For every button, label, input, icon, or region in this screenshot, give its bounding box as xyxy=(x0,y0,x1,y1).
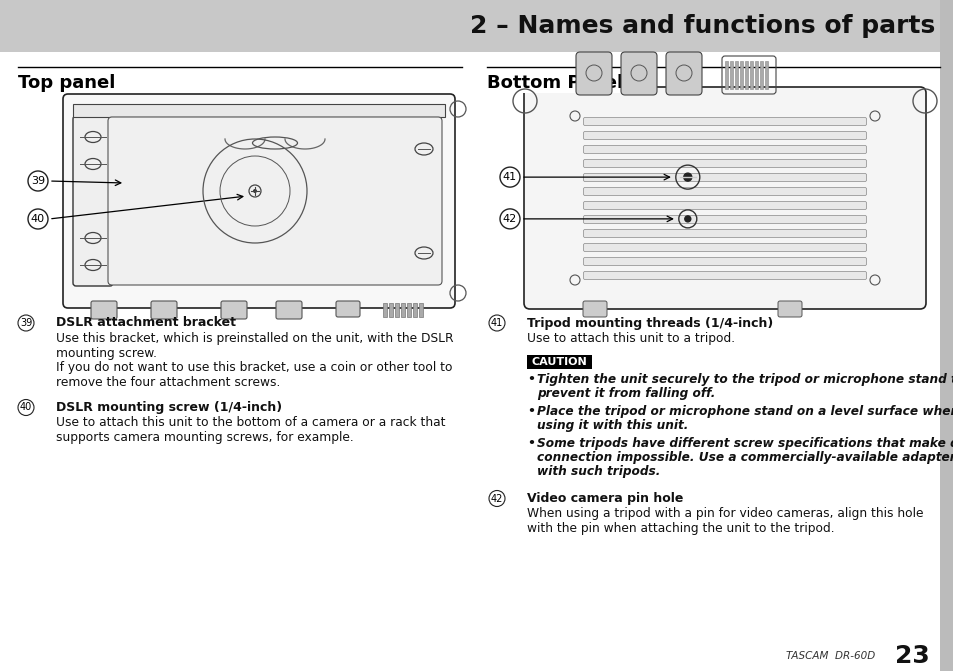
Circle shape xyxy=(683,173,691,181)
Text: 39: 39 xyxy=(20,318,32,328)
FancyBboxPatch shape xyxy=(91,301,117,319)
FancyBboxPatch shape xyxy=(108,117,441,285)
Text: with the pin when attaching the unit to the tripod.: with the pin when attaching the unit to … xyxy=(526,522,834,535)
Text: DSLR attachment bracket: DSLR attachment bracket xyxy=(56,317,235,329)
Text: Use to attach this unit to a tripod.: Use to attach this unit to a tripod. xyxy=(526,332,735,345)
Text: TASCAM  DR-60D: TASCAM DR-60D xyxy=(785,651,874,661)
FancyBboxPatch shape xyxy=(335,301,359,317)
FancyBboxPatch shape xyxy=(583,187,865,195)
FancyBboxPatch shape xyxy=(63,94,455,308)
Bar xyxy=(740,61,742,89)
FancyBboxPatch shape xyxy=(778,301,801,317)
FancyBboxPatch shape xyxy=(583,272,865,280)
FancyBboxPatch shape xyxy=(583,258,865,266)
Text: with such tripods.: with such tripods. xyxy=(537,466,659,478)
Text: 39: 39 xyxy=(30,176,45,186)
FancyBboxPatch shape xyxy=(583,132,865,140)
Circle shape xyxy=(253,189,256,193)
FancyBboxPatch shape xyxy=(583,174,865,181)
Text: Tighten the unit securely to the tripod or microphone stand to: Tighten the unit securely to the tripod … xyxy=(537,372,953,386)
Text: CAUTION: CAUTION xyxy=(531,357,587,367)
Bar xyxy=(0,0,953,52)
Text: Place the tripod or microphone stand on a level surface when: Place the tripod or microphone stand on … xyxy=(537,405,953,417)
Bar xyxy=(939,0,953,671)
Text: prevent it from falling off.: prevent it from falling off. xyxy=(537,387,715,400)
FancyBboxPatch shape xyxy=(665,52,701,95)
Text: If you do not want to use this bracket, use a coin or other tool to: If you do not want to use this bracket, … xyxy=(56,361,452,374)
Text: 2 – Names and functions of parts: 2 – Names and functions of parts xyxy=(469,14,934,38)
Text: remove the four attachment screws.: remove the four attachment screws. xyxy=(56,376,280,389)
Text: supports camera mounting screws, for example.: supports camera mounting screws, for exa… xyxy=(56,431,354,444)
FancyBboxPatch shape xyxy=(583,229,865,238)
Text: Video camera pin hole: Video camera pin hole xyxy=(526,492,682,505)
FancyBboxPatch shape xyxy=(583,215,865,223)
FancyBboxPatch shape xyxy=(582,301,606,317)
Bar xyxy=(526,355,592,369)
FancyBboxPatch shape xyxy=(620,52,657,95)
Text: Tripod mounting threads (1/4-inch): Tripod mounting threads (1/4-inch) xyxy=(526,317,773,329)
Bar xyxy=(418,303,422,317)
Bar xyxy=(744,61,747,89)
Text: Bottom Panel: Bottom Panel xyxy=(486,74,622,92)
Bar xyxy=(764,61,767,89)
Bar xyxy=(389,303,393,317)
FancyBboxPatch shape xyxy=(275,301,302,319)
Bar xyxy=(413,303,416,317)
Bar xyxy=(754,61,758,89)
Bar xyxy=(749,61,752,89)
FancyBboxPatch shape xyxy=(583,160,865,168)
Bar xyxy=(73,104,444,117)
Bar xyxy=(734,61,738,89)
Text: using it with this unit.: using it with this unit. xyxy=(537,419,688,432)
Text: connection impossible. Use a commercially-available adapter: connection impossible. Use a commerciall… xyxy=(537,451,953,464)
Text: •: • xyxy=(526,437,535,450)
Text: Use this bracket, which is preinstalled on the unit, with the DSLR: Use this bracket, which is preinstalled … xyxy=(56,332,453,345)
Text: Use to attach this unit to the bottom of a camera or a rack that: Use to attach this unit to the bottom of… xyxy=(56,417,445,429)
Text: 40: 40 xyxy=(30,214,45,224)
Text: When using a tripod with a pin for video cameras, align this hole: When using a tripod with a pin for video… xyxy=(526,507,923,521)
Text: 40: 40 xyxy=(20,403,32,413)
Circle shape xyxy=(684,216,690,222)
Bar xyxy=(400,303,405,317)
FancyBboxPatch shape xyxy=(221,301,247,319)
FancyBboxPatch shape xyxy=(583,201,865,209)
Text: Top panel: Top panel xyxy=(18,74,115,92)
Bar xyxy=(407,303,411,317)
Text: 23: 23 xyxy=(894,644,929,668)
FancyBboxPatch shape xyxy=(523,87,925,309)
Bar xyxy=(724,61,727,89)
Bar xyxy=(729,61,732,89)
FancyBboxPatch shape xyxy=(151,301,177,319)
Bar xyxy=(382,303,387,317)
Text: Some tripods have different screw specifications that make direct: Some tripods have different screw specif… xyxy=(537,437,953,450)
FancyBboxPatch shape xyxy=(576,52,612,95)
FancyBboxPatch shape xyxy=(583,117,865,125)
Text: 42: 42 xyxy=(502,214,517,224)
Text: mounting screw.: mounting screw. xyxy=(56,346,157,360)
Text: •: • xyxy=(526,372,535,386)
Text: 42: 42 xyxy=(490,493,502,503)
Text: •: • xyxy=(526,405,535,417)
FancyBboxPatch shape xyxy=(583,244,865,252)
Text: DSLR mounting screw (1/4-inch): DSLR mounting screw (1/4-inch) xyxy=(56,401,282,414)
Text: 41: 41 xyxy=(502,172,517,182)
Bar xyxy=(395,303,398,317)
FancyBboxPatch shape xyxy=(583,146,865,154)
FancyBboxPatch shape xyxy=(73,116,112,286)
Text: 41: 41 xyxy=(491,318,502,328)
Bar xyxy=(760,61,762,89)
